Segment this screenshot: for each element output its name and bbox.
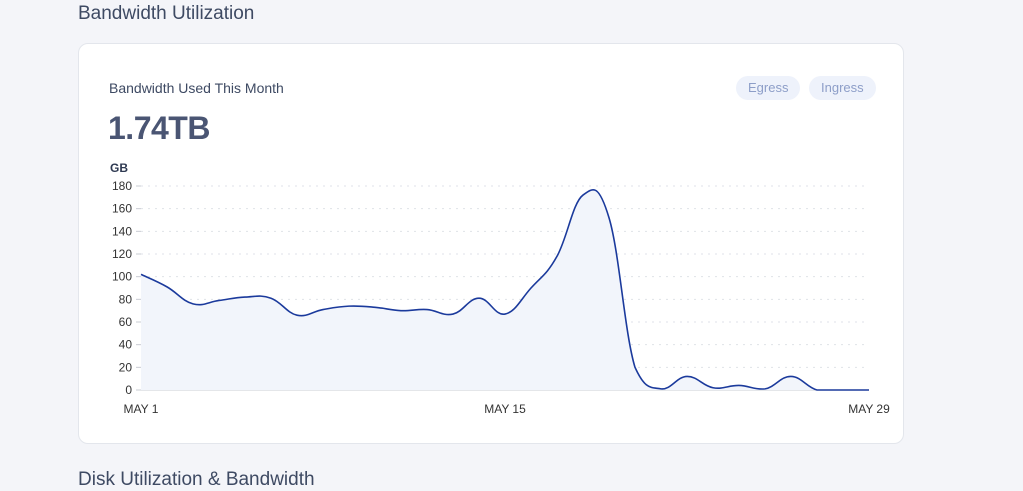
series-area xyxy=(141,189,869,390)
y-tick-label: 40 xyxy=(119,338,133,352)
y-tick-label: 180 xyxy=(112,179,132,193)
card-label: Bandwidth Used This Month xyxy=(109,80,284,96)
y-tick-label: 80 xyxy=(119,292,133,306)
y-tick-label: 60 xyxy=(119,315,133,329)
y-tick-label: 0 xyxy=(125,383,132,397)
x-tick-label: MAY 15 xyxy=(484,402,526,416)
y-tick-label: 160 xyxy=(112,202,132,216)
bandwidth-total: 1.74TB xyxy=(108,110,210,146)
ingress-toggle[interactable]: Ingress xyxy=(809,76,876,100)
bandwidth-chart: GB 0 20 40 60 80 100 120 140 160 180 MAY 1 MAY 15 MAY… xyxy=(110,161,890,416)
egress-toggle[interactable]: Egress xyxy=(736,76,801,100)
y-tick-label: 120 xyxy=(112,247,132,261)
y-tick-label: 20 xyxy=(119,360,133,374)
y-tick-label: 140 xyxy=(112,224,132,238)
section-title: Bandwidth Utilization xyxy=(78,3,255,24)
x-tick-label: MAY 1 xyxy=(124,402,159,416)
next-section-title: Disk Utilization & Bandwidth xyxy=(78,469,315,490)
bandwidth-card: Bandwidth Used This Month 1.74TB Egress … xyxy=(78,43,904,444)
y-tick-label: 100 xyxy=(112,270,132,284)
y-axis-label: GB xyxy=(110,161,128,175)
series-line xyxy=(140,188,869,391)
x-tick-label: MAY 29 xyxy=(848,402,890,416)
